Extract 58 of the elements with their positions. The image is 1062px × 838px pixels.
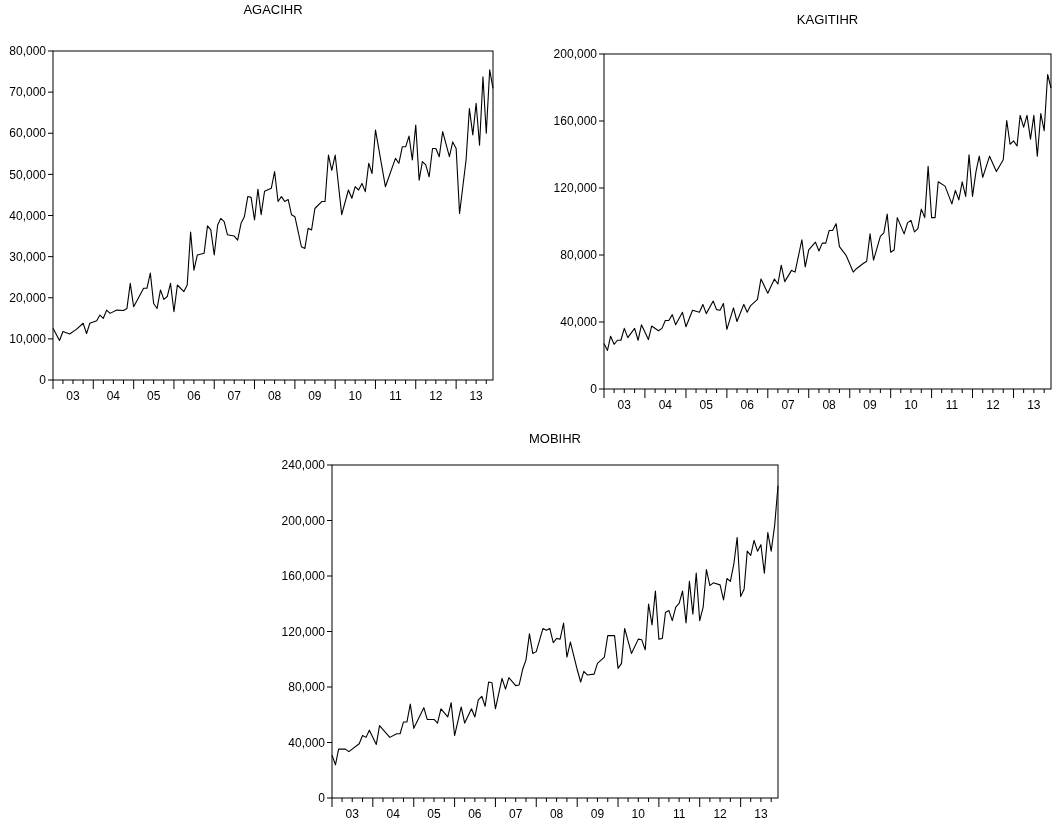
x-tick-label: 06 [187,389,201,403]
x-tick-label: 10 [631,807,646,821]
x-tick-label: 04 [386,807,401,821]
x-tick-label: 09 [308,389,322,403]
chart-title: KAGITIHR [796,12,859,27]
y-tick-label: 10,000 [9,332,47,347]
x-tick-label: 13 [754,807,768,821]
y-tick-label: 50,000 [9,167,47,182]
x-tick-label: 04 [106,389,121,403]
x-tick-label: 10 [348,389,363,403]
y-tick-label: 120,000 [553,181,598,196]
x-tick-label: 12 [713,807,728,821]
y-tick-label: 40,000 [9,208,47,223]
x-tick-label: 08 [267,389,282,403]
x-tick-label: 11 [672,807,686,821]
x-tick-label: 08 [822,398,837,412]
x-tick-label: 12 [429,389,443,403]
x-tick-label: 11 [389,389,402,403]
x-tick-label: 13 [1027,398,1041,412]
x-tick-label: 07 [509,807,523,821]
x-tick-label: 08 [549,807,564,821]
y-tick-label: 40,000 [560,315,598,330]
y-tick-label: 160,000 [281,569,326,584]
y-tick-label: 120,000 [281,624,326,639]
y-tick-label: 80,000 [9,44,47,59]
x-tick-label: 10 [904,398,918,412]
y-tick-label: 160,000 [553,114,598,129]
y-tick-label: 200,000 [553,47,598,62]
x-tick-label: 04 [658,398,673,412]
y-tick-label: 20,000 [9,290,47,305]
chart-title: MOBIHR [529,431,581,446]
y-tick-label: 0 [590,382,598,397]
x-tick-label: 03 [345,807,360,821]
y-tick-label: 80,000 [560,248,598,263]
x-tick-label: 09 [590,807,605,821]
y-tick-label: 0 [318,791,326,806]
chart-title: AGACIHR [243,2,303,17]
y-tick-label: 240,000 [281,458,326,473]
x-tick-label: 07 [227,389,242,403]
x-tick-label: 06 [740,398,755,412]
y-tick-label: 200,000 [281,513,326,528]
y-tick-label: 0 [39,373,47,388]
y-tick-label: 30,000 [9,249,47,264]
x-tick-label: 05 [699,398,714,412]
x-tick-label: 03 [617,398,632,412]
x-tick-label: 11 [945,398,959,412]
y-tick-label: 80,000 [288,680,326,695]
x-tick-label: 03 [66,389,80,403]
x-tick-label: 05 [427,807,442,821]
x-tick-label: 07 [781,398,796,412]
x-tick-label: 12 [986,398,1000,412]
y-tick-label: 40,000 [288,735,326,750]
x-tick-label: 13 [469,389,484,403]
x-tick-label: 06 [468,807,482,821]
x-tick-label: 09 [863,398,878,412]
y-tick-label: 70,000 [9,85,47,100]
y-tick-label: 60,000 [9,126,47,141]
x-tick-label: 05 [146,389,161,403]
